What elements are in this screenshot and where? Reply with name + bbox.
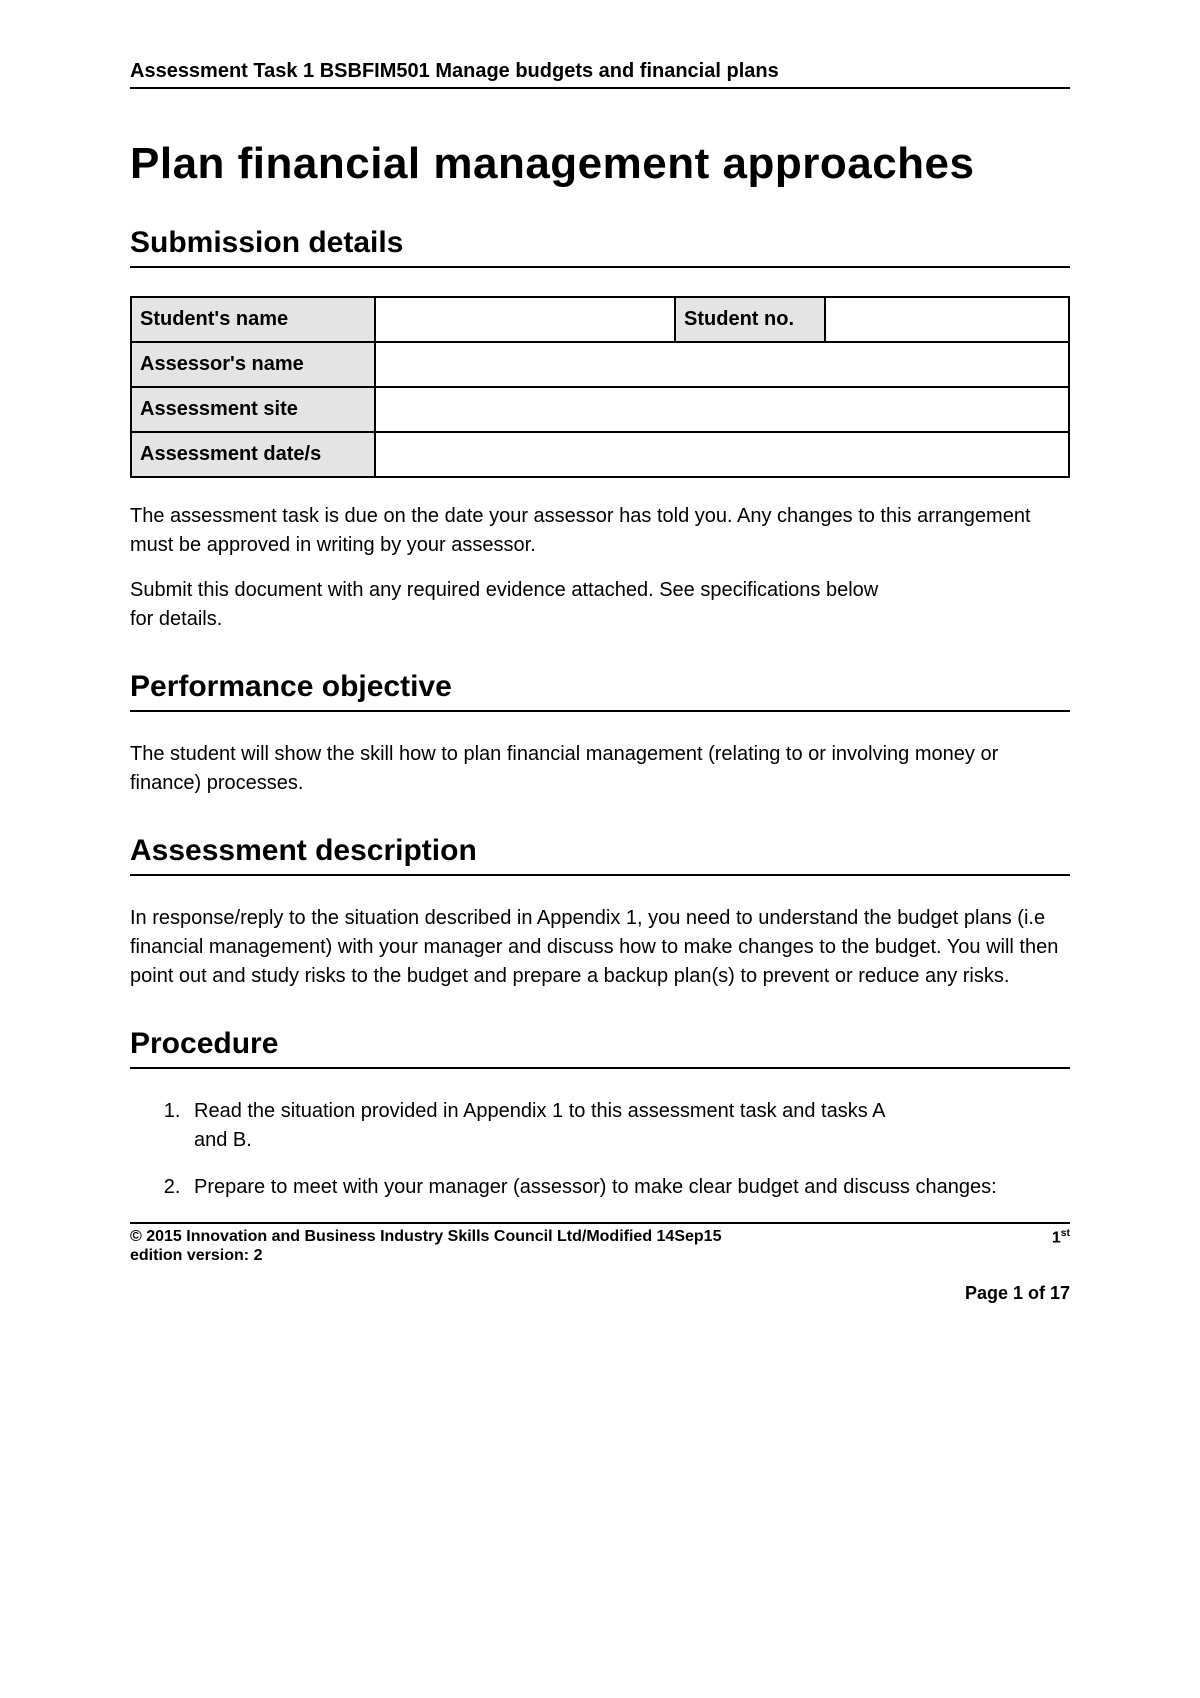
list-item-text: and B. bbox=[194, 1129, 252, 1151]
student-name-label: Student's name bbox=[131, 297, 375, 342]
assessor-name-value bbox=[375, 342, 1069, 387]
performance-para: The student will show the skill how to p… bbox=[130, 740, 1070, 798]
section-heading-description: Assessment description bbox=[130, 834, 1070, 876]
assessment-site-label: Assessment site bbox=[131, 387, 375, 432]
document-header: Assessment Task 1 BSBFIM501 Manage budge… bbox=[130, 60, 1070, 89]
table-row: Assessor's name bbox=[131, 342, 1069, 387]
student-name-value bbox=[375, 297, 675, 342]
footer-edition-line: edition version: 2 bbox=[130, 1247, 1070, 1265]
page-title: Plan financial management approaches bbox=[130, 139, 1070, 190]
assessor-name-label: Assessor's name bbox=[131, 342, 375, 387]
student-no-value bbox=[825, 297, 1069, 342]
body-text-span: Submit this document with any required e… bbox=[130, 579, 878, 601]
section-heading-performance: Performance objective bbox=[130, 670, 1070, 712]
footer-edition-num: 1 bbox=[1052, 1229, 1061, 1246]
list-item-text: Prepare to meet with your manager (asses… bbox=[194, 1176, 997, 1198]
footer-edition-sup: 1st bbox=[1040, 1228, 1070, 1247]
description-para: In response/reply to the situation descr… bbox=[130, 904, 1070, 991]
footer-copyright: © 2015 Innovation and Business Industry … bbox=[130, 1228, 1040, 1246]
assessment-date-label: Assessment date/s bbox=[131, 432, 375, 477]
table-row: Assessment site bbox=[131, 387, 1069, 432]
page-number: Page 1 of 17 bbox=[130, 1283, 1070, 1304]
list-item-text: Read the situation provided in Appendix … bbox=[194, 1100, 886, 1122]
table-row: Student's name Student no. bbox=[131, 297, 1069, 342]
footer-row: © 2015 Innovation and Business Industry … bbox=[130, 1228, 1070, 1247]
student-no-label: Student no. bbox=[675, 297, 825, 342]
section-heading-submission: Submission details bbox=[130, 226, 1070, 268]
submission-para-2: Submit this document with any required e… bbox=[130, 576, 1070, 634]
submission-para-1: The assessment task is due on the date y… bbox=[130, 502, 1070, 560]
list-item: Prepare to meet with your manager (asses… bbox=[186, 1173, 1070, 1202]
table-row: Assessment date/s bbox=[131, 432, 1069, 477]
body-text-span: for details. bbox=[130, 608, 222, 630]
assessment-site-value bbox=[375, 387, 1069, 432]
list-item: Read the situation provided in Appendix … bbox=[186, 1097, 1070, 1155]
procedure-list: Read the situation provided in Appendix … bbox=[130, 1097, 1070, 1202]
assessment-date-value bbox=[375, 432, 1069, 477]
submission-details-table: Student's name Student no. Assessor's na… bbox=[130, 296, 1070, 478]
section-heading-procedure: Procedure bbox=[130, 1027, 1070, 1069]
document-footer: © 2015 Innovation and Business Industry … bbox=[130, 1222, 1070, 1304]
footer-edition-suffix: st bbox=[1061, 1228, 1070, 1239]
